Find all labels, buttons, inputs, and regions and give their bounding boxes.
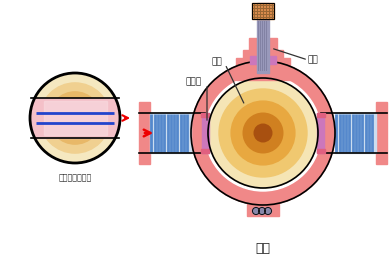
Bar xyxy=(252,3,274,19)
Circle shape xyxy=(49,92,101,144)
Bar xyxy=(247,204,279,216)
Bar xyxy=(236,66,290,80)
Bar xyxy=(335,113,376,153)
Text: 阀杆: 阀杆 xyxy=(308,55,319,64)
Bar xyxy=(282,58,290,66)
Bar xyxy=(150,113,191,153)
Circle shape xyxy=(243,113,283,153)
Bar xyxy=(243,50,283,66)
Bar xyxy=(376,102,387,164)
Circle shape xyxy=(254,124,272,142)
Text: 球体俯视剖面图: 球体俯视剖面图 xyxy=(58,173,92,183)
Bar xyxy=(317,149,325,153)
Text: 球阀: 球阀 xyxy=(256,242,270,255)
Circle shape xyxy=(259,207,266,214)
Bar xyxy=(317,113,324,153)
Circle shape xyxy=(40,83,110,153)
Bar xyxy=(257,3,269,73)
Circle shape xyxy=(205,75,321,191)
Bar xyxy=(317,113,325,117)
Circle shape xyxy=(252,207,259,214)
Bar xyxy=(250,56,257,64)
Bar xyxy=(253,188,273,204)
Circle shape xyxy=(191,61,335,205)
Circle shape xyxy=(265,207,272,214)
Text: 密封座: 密封座 xyxy=(185,77,201,87)
Circle shape xyxy=(231,101,295,165)
Circle shape xyxy=(219,89,307,177)
Circle shape xyxy=(30,73,120,163)
Bar xyxy=(236,58,244,66)
Circle shape xyxy=(208,78,318,188)
Circle shape xyxy=(58,101,92,135)
Bar xyxy=(202,113,209,153)
Bar xyxy=(139,102,150,164)
Bar xyxy=(201,113,209,117)
Bar xyxy=(249,38,277,50)
Bar xyxy=(201,149,209,153)
Circle shape xyxy=(67,110,83,126)
Bar xyxy=(252,3,274,19)
Text: 球体: 球体 xyxy=(211,57,222,67)
Bar xyxy=(30,98,120,138)
Bar xyxy=(44,101,107,135)
Bar xyxy=(269,56,276,64)
